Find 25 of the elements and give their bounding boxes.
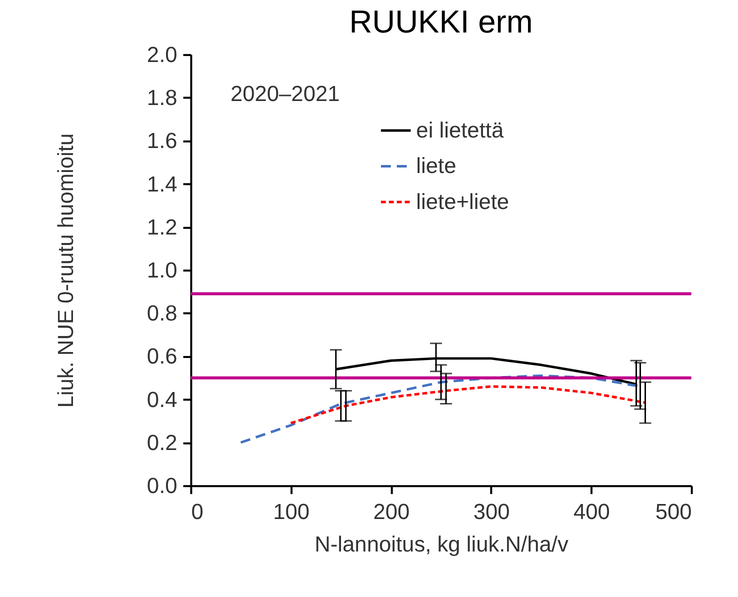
annotation: 2020–2021 [230, 81, 340, 106]
y-tick-label: 0.6 [146, 344, 178, 369]
y-tick-label: 1.8 [146, 85, 178, 110]
y-tick-label: 2.0 [146, 42, 178, 67]
legend-label: liete [416, 153, 456, 178]
x-tick-label: 0 [191, 498, 204, 524]
x-tick-label: 300 [473, 498, 510, 524]
x-tick-label: 500 [655, 498, 692, 524]
x-tick-label: 200 [373, 498, 410, 524]
y-tick-label: 0.2 [146, 430, 178, 455]
y-tick-label: 0.0 [146, 473, 178, 498]
y-tick-label: 1.0 [146, 258, 178, 283]
legend-label: liete+liete [416, 188, 510, 214]
chart-title: RUUKKI erm [349, 4, 533, 40]
legend-label: ei lietettä [416, 117, 504, 142]
y-tick-label: 1.6 [146, 128, 178, 154]
x-tick-label: 100 [273, 498, 310, 524]
y-axis-title: Liuk. NUE 0-ruutu huomioitu [53, 133, 78, 408]
line-series [290, 385, 647, 424]
y-tick-label: 1.4 [146, 171, 178, 196]
x-tick-label: 400 [573, 498, 610, 524]
y-tick-label: 0.4 [146, 386, 178, 412]
y-tick-label: 0.8 [146, 300, 178, 326]
x-axis-title: N-lannoitus, kg liuk.N/ha/v [314, 532, 568, 557]
y-tick-label: 1.2 [146, 214, 178, 240]
